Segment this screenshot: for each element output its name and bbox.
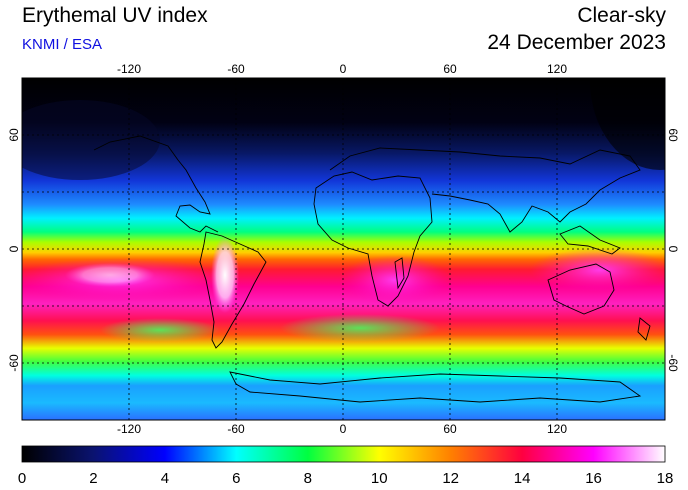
coastlines: [93, 135, 651, 403]
north-america-coast: [93, 135, 219, 233]
colorbar-tick-label: 18: [657, 470, 674, 487]
colorbar-scale: [21, 445, 666, 463]
indonesia-coast: [559, 225, 621, 255]
colorbar-tick-label: 8: [304, 470, 312, 487]
colorbar-tick-label: 6: [232, 470, 240, 487]
right-lat-tick-label: -60: [666, 354, 680, 372]
africa-coast: [313, 171, 433, 307]
eurasia-coast: [329, 147, 641, 233]
graticule: [22, 78, 665, 420]
bottom-lon-axis: -120 -60 0 60 120: [117, 422, 567, 436]
right-lat-tick-label: 0: [666, 246, 680, 253]
top-lon-axis: -120 -60 0 60 120: [117, 62, 567, 76]
left-lat-tick-label: 0: [7, 245, 21, 252]
left-lat-tick-label: -60: [7, 354, 21, 372]
colorbar-tick-label: 14: [514, 470, 531, 487]
map-frame: [21, 77, 666, 421]
credit-label: KNMI / ESA: [22, 36, 103, 53]
colorbar-tick-label: 4: [161, 470, 169, 487]
colorbar-tick-label: 16: [585, 470, 602, 487]
colorbar-tick-label: 0: [18, 470, 26, 487]
left-lat-axis: 60 0 -60: [7, 128, 21, 372]
colorbar-tick-label: 12: [442, 470, 459, 487]
map-title: Erythemal UV index: [22, 4, 208, 27]
bottom-lon-tick-label: 60: [443, 422, 457, 436]
date-label: 24 December 2023: [487, 31, 666, 54]
sky-condition-label: Clear-sky: [577, 4, 666, 27]
top-lon-tick-label: 0: [340, 62, 347, 76]
left-lat-tick-label: 60: [7, 128, 21, 142]
top-lon-tick-label: 120: [547, 62, 567, 76]
bottom-lon-tick-label: -60: [227, 422, 245, 436]
top-lon-tick-label: -120: [117, 62, 141, 76]
colorbar-tick-label: 2: [89, 470, 97, 487]
australia-coast: [547, 263, 615, 315]
right-lat-tick-label: 60: [666, 128, 680, 142]
madagascar-coast: [394, 257, 405, 290]
top-lon-tick-label: 60: [443, 62, 457, 76]
top-lon-tick-label: -60: [227, 62, 245, 76]
colorbar-tick-label: 10: [371, 470, 388, 487]
bottom-lon-tick-label: 120: [547, 422, 567, 436]
bottom-lon-tick-label: -120: [117, 422, 141, 436]
new-zealand-coast: [637, 317, 651, 341]
bottom-lon-tick-label: 0: [340, 422, 347, 436]
antarctica-coast: [229, 371, 642, 403]
colorbar: 0 2 4 6 8 10 12 14 16 18: [18, 445, 674, 487]
right-lat-axis: 60 0 -60: [666, 128, 680, 372]
